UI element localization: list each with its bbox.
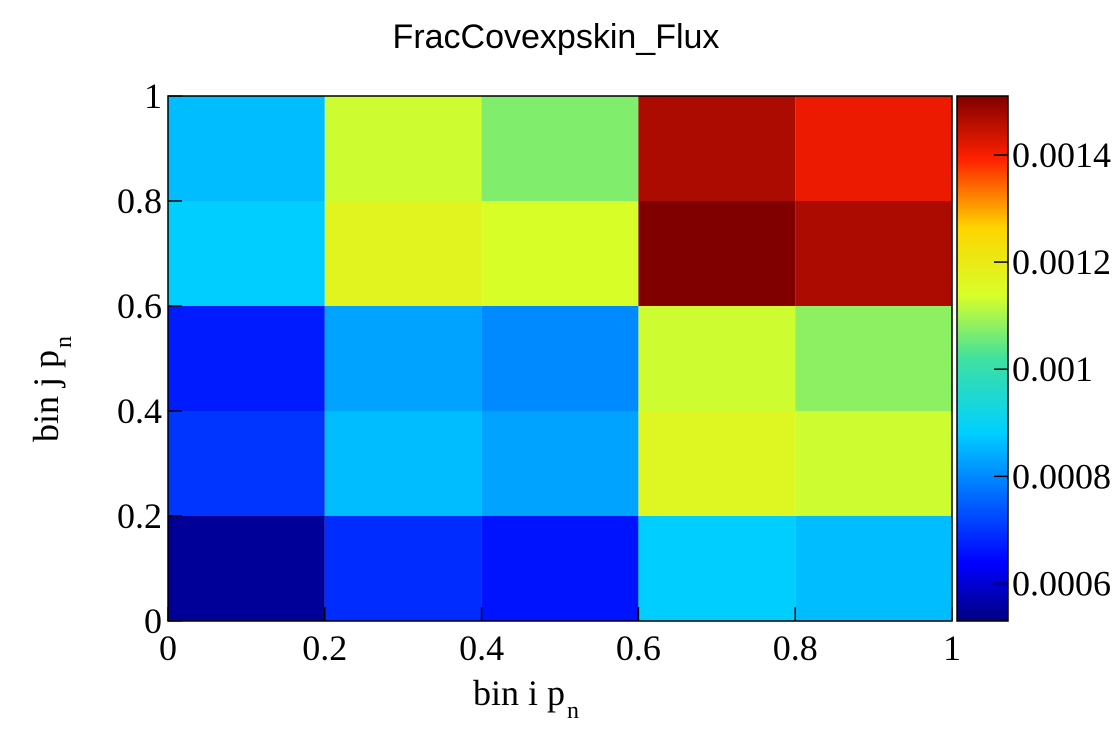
y-axis-label-subscript: n — [51, 336, 77, 348]
heatmap-cell — [168, 201, 325, 306]
heatmap-cell — [168, 411, 325, 516]
colorbar-ticks: 0.0006 0.0008 0.001 0.0012 0.0014 — [994, 135, 1111, 604]
y-axis-label: bin j p — [26, 350, 66, 442]
y-tick-label: 0 — [144, 601, 162, 641]
colorbar — [956, 95, 1009, 622]
heatmap-cell — [795, 411, 952, 516]
heatmap-cell — [638, 411, 796, 516]
heatmap-cell — [481, 96, 639, 201]
heatmap-cell — [795, 306, 952, 411]
y-tick-label: 0.4 — [117, 391, 162, 431]
heatmap-cell — [638, 96, 796, 201]
heatmap-cell — [795, 201, 952, 306]
heatmap-cell — [638, 201, 796, 306]
heatmap-cell — [324, 306, 482, 411]
plot-frame — [167, 95, 953, 622]
colorbar-tick-label: 0.0006 — [1012, 564, 1111, 604]
heatmap-cell — [324, 516, 482, 621]
heatmap-cell — [481, 201, 639, 306]
x-tick-label: 1 — [943, 628, 961, 668]
colorbar-tick-label: 0.0008 — [1012, 456, 1111, 496]
y-tick-label: 0.8 — [117, 181, 162, 221]
y-axis-label-group: bin j p n — [26, 336, 77, 442]
heatmap-cell — [481, 516, 639, 621]
heatmap-cell — [795, 516, 952, 621]
x-tick-label: 0 — [159, 628, 177, 668]
x-tick-label: 0.4 — [459, 628, 504, 668]
heatmap-cells — [168, 96, 952, 621]
x-axis-label-subscript: n — [567, 698, 579, 724]
y-axis-ticks: 0 0.2 0.4 0.6 0.8 1 — [117, 76, 182, 641]
heatmap-cell — [324, 201, 482, 306]
heatmap-cell — [481, 306, 639, 411]
x-tick-label: 0.2 — [302, 628, 347, 668]
colorbar-tick-label: 0.0012 — [1012, 242, 1111, 282]
heatmap-cell — [168, 96, 325, 201]
heatmap-cell — [168, 516, 325, 621]
x-tick-label: 0.8 — [773, 628, 818, 668]
y-tick-label: 1 — [144, 76, 162, 116]
x-axis-label: bin i p — [473, 673, 565, 713]
x-axis-ticks: 0 0.2 0.4 0.6 0.8 1 — [159, 607, 961, 668]
heatmap-cell — [324, 411, 482, 516]
y-tick-label: 0.6 — [117, 286, 162, 326]
colorbar-tick-label: 0.001 — [1012, 349, 1093, 389]
heatmap-cell — [168, 306, 325, 411]
heatmap-cell — [638, 516, 796, 621]
heatmap-cell — [795, 96, 952, 201]
chart-title: FracCovexpskin_Flux — [393, 18, 720, 56]
y-tick-label: 0.2 — [117, 496, 162, 536]
heatmap-cell — [324, 96, 482, 201]
heatmap-cell — [638, 306, 796, 411]
x-tick-label: 0.6 — [616, 628, 661, 668]
heatmap-cell — [481, 411, 639, 516]
colorbar-tick-label: 0.0014 — [1012, 135, 1111, 175]
